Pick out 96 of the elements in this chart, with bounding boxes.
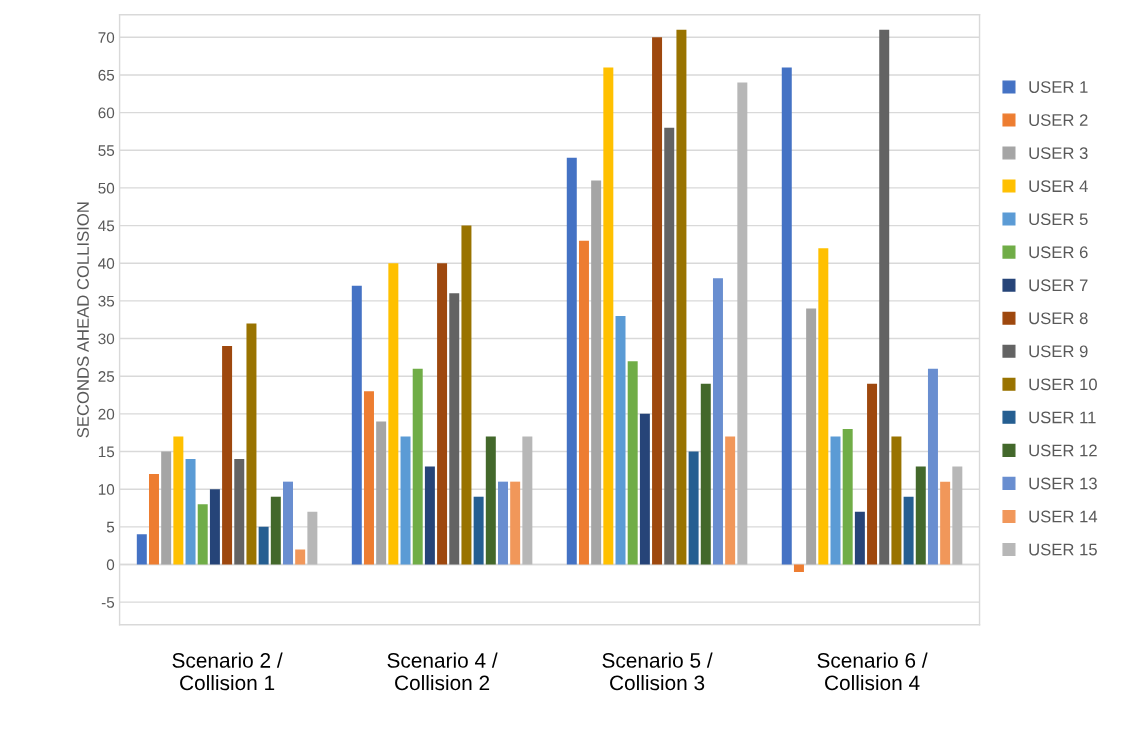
bar <box>307 511 318 565</box>
bar <box>639 413 650 565</box>
legend-label: USER 7 <box>1029 279 1088 292</box>
bar <box>222 346 233 565</box>
bar <box>363 391 374 565</box>
bar <box>497 481 508 565</box>
bar <box>295 549 306 565</box>
y-tick-label: 15 <box>98 446 115 458</box>
x-tick-label: Scenario 5 / Collision 3 <box>602 652 713 691</box>
bar <box>591 180 602 565</box>
legend-label: USER 1 <box>1029 81 1088 93</box>
bar <box>664 127 675 565</box>
bar <box>424 466 435 565</box>
bar <box>400 436 411 565</box>
legend-label: USER 3 <box>1029 147 1088 160</box>
bar <box>627 361 638 565</box>
legend-label: USER 8 <box>1029 312 1088 325</box>
bar <box>234 459 245 565</box>
y-tick-label: 35 <box>98 295 115 307</box>
bar <box>603 67 614 565</box>
bar <box>830 436 841 565</box>
bar <box>283 481 293 565</box>
y-tick-label: 30 <box>98 333 115 345</box>
legend-label: USER 15 <box>1029 543 1097 556</box>
bar <box>688 451 699 565</box>
bar <box>388 263 399 565</box>
bar <box>700 383 711 565</box>
bar <box>915 466 926 565</box>
legend-label: USER 11 <box>1029 411 1096 424</box>
bar <box>712 278 723 565</box>
y-tick-label: 70 <box>98 32 115 43</box>
bar <box>781 67 792 565</box>
y-tick-label: 45 <box>98 220 115 232</box>
bar <box>578 240 589 565</box>
bar <box>927 368 938 565</box>
bar <box>725 436 736 565</box>
bar <box>867 383 878 565</box>
bar <box>793 564 804 573</box>
y-tick-label: 25 <box>98 371 115 382</box>
bar <box>676 29 687 565</box>
bar <box>258 526 269 565</box>
bar <box>522 436 533 565</box>
bar <box>173 436 184 565</box>
bar <box>473 496 484 565</box>
bar <box>842 428 853 565</box>
legend-label: USER 10 <box>1029 378 1097 391</box>
y-axis-title: SECONDS AHEAD COLLISION <box>77 202 89 438</box>
bar <box>161 451 172 565</box>
legend-label: USER 9 <box>1029 345 1088 358</box>
bar <box>270 496 281 565</box>
x-tick-label: Scenario 2 / Collision 1 <box>172 652 283 691</box>
bar <box>149 474 159 565</box>
bar <box>376 421 387 565</box>
bar <box>879 29 890 565</box>
y-tick-label: 10 <box>98 484 115 495</box>
legend-label: USER 4 <box>1029 180 1088 193</box>
bar <box>891 436 902 565</box>
legend-label: USER 14 <box>1029 510 1098 523</box>
y-tick-label: 60 <box>98 107 115 119</box>
y-tick-label: 20 <box>98 408 115 420</box>
bar <box>854 511 865 565</box>
bar <box>818 248 829 565</box>
x-tick-label: Scenario 6 / Collision 4 <box>817 652 928 691</box>
bar <box>461 225 472 565</box>
y-tick-label: 50 <box>98 182 115 194</box>
bar <box>940 481 951 565</box>
bar <box>510 481 521 565</box>
legend-label: USER 6 <box>1029 246 1088 259</box>
bar <box>209 489 220 565</box>
y-tick-label: -5 <box>101 597 115 608</box>
bar <box>737 82 748 565</box>
y-tick-label: 5 <box>106 521 115 533</box>
bar <box>246 323 257 565</box>
bar <box>806 308 817 565</box>
y-tick-label: 0 <box>106 559 115 571</box>
legend-label: USER 13 <box>1029 477 1097 490</box>
bar <box>615 315 626 565</box>
bar <box>952 466 963 565</box>
x-tick-label: Scenario 4 / Collision 2 <box>387 652 498 691</box>
legend-label: USER 5 <box>1029 213 1088 226</box>
bar <box>412 368 423 565</box>
bar <box>903 496 914 565</box>
bar <box>449 293 460 565</box>
bar <box>566 157 577 565</box>
y-tick-label: 40 <box>98 258 115 269</box>
bar <box>197 504 208 565</box>
bar <box>136 534 147 565</box>
bar <box>652 37 663 565</box>
bar <box>485 436 496 565</box>
bar <box>351 285 362 565</box>
legend-label: USER 12 <box>1029 444 1097 457</box>
legend-label: USER 2 <box>1029 114 1088 126</box>
y-tick-label: 55 <box>98 145 115 156</box>
bar <box>185 459 196 565</box>
bar <box>437 263 448 565</box>
y-tick-label: 65 <box>98 69 115 81</box>
